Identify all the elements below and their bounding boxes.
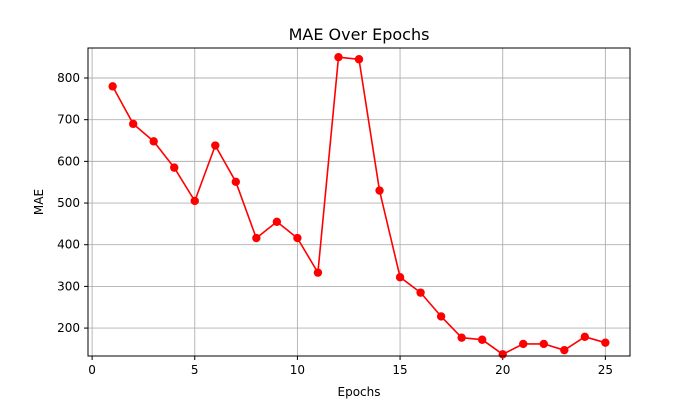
data-point bbox=[580, 332, 590, 342]
series-layer bbox=[108, 52, 610, 359]
data-point bbox=[457, 333, 466, 342]
data-point bbox=[395, 273, 405, 282]
data-point bbox=[539, 339, 548, 349]
data-point bbox=[560, 345, 569, 355]
x-tick-label: 5 bbox=[191, 363, 199, 377]
y-tick-label: 200 bbox=[57, 321, 80, 335]
data-point bbox=[416, 288, 425, 297]
y-tick-label: 700 bbox=[57, 113, 80, 127]
data-point bbox=[354, 55, 364, 64]
data-point bbox=[477, 335, 487, 344]
data-point bbox=[313, 268, 323, 277]
data-point bbox=[293, 233, 302, 243]
data-point bbox=[190, 196, 199, 206]
x-tick-label: 10 bbox=[290, 363, 305, 377]
axis-ticks: 0 5 10 15 20 25 200 300 400 500 600 700 800 bbox=[57, 71, 613, 377]
data-point bbox=[498, 350, 507, 359]
y-axis-label: MAE bbox=[32, 189, 46, 215]
y-tick-label: 500 bbox=[57, 196, 80, 210]
x-tick-label: 20 bbox=[495, 363, 510, 377]
data-point bbox=[170, 163, 179, 172]
x-axis-label: Epochs bbox=[338, 385, 381, 399]
data-point bbox=[436, 312, 446, 321]
x-tick-label: 25 bbox=[598, 363, 613, 377]
y-tick-label: 300 bbox=[57, 279, 80, 293]
plot-frame bbox=[87, 47, 631, 357]
data-point bbox=[252, 233, 261, 243]
y-tick-label: 400 bbox=[57, 238, 80, 252]
grid bbox=[88, 48, 630, 356]
data-point bbox=[211, 141, 220, 150]
x-tick-label: 0 bbox=[88, 363, 96, 377]
data-point bbox=[519, 339, 528, 349]
mae-series-line bbox=[111, 56, 606, 356]
data-point bbox=[231, 177, 241, 186]
x-tick-label: 15 bbox=[392, 363, 407, 377]
data-point bbox=[601, 338, 610, 347]
data-point bbox=[128, 119, 138, 129]
data-point bbox=[108, 82, 117, 91]
data-point bbox=[375, 186, 384, 195]
data-point bbox=[149, 137, 158, 146]
chart-title: MAE Over Epochs bbox=[289, 25, 430, 44]
y-tick-label: 800 bbox=[57, 71, 80, 85]
y-tick-label: 600 bbox=[57, 154, 80, 168]
data-point bbox=[272, 217, 282, 226]
data-point bbox=[334, 52, 343, 62]
